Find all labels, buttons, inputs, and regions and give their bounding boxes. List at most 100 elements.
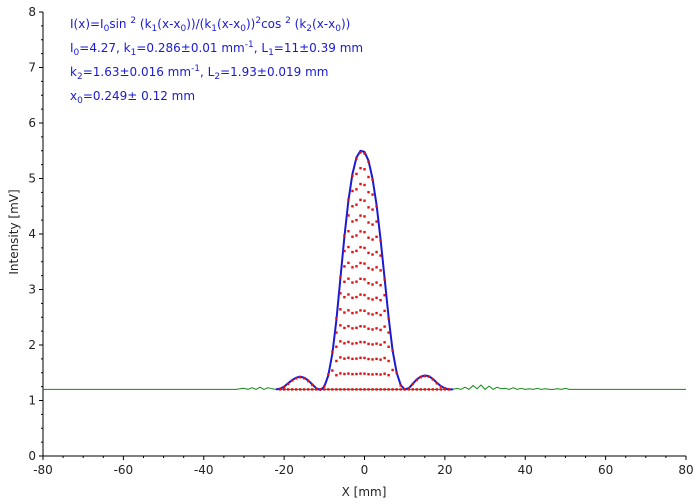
data-point [282, 388, 286, 391]
data-point [286, 382, 290, 386]
data-point [351, 250, 354, 254]
data-point [351, 296, 354, 300]
data-point [347, 356, 350, 359]
fit-curve [275, 149, 453, 391]
data-point [363, 199, 366, 202]
data-point [343, 249, 346, 253]
data-point [323, 388, 326, 391]
data-point [367, 175, 370, 179]
data-point [359, 261, 362, 265]
data-point [299, 388, 302, 391]
data-point [339, 308, 342, 311]
data-point [367, 190, 370, 194]
data-point [435, 388, 439, 391]
data-point [355, 249, 358, 253]
data-point [415, 388, 418, 391]
x-tick-label: -60 [114, 463, 134, 477]
data-point [367, 206, 370, 209]
x-tick-label: -40 [194, 463, 214, 477]
data-point [375, 357, 378, 361]
data-point [363, 341, 366, 344]
data-point [299, 375, 302, 379]
axes: -80 -60 -40 -20 0 20 40 60 80 0 1 2 3 4 5 6 7 8 [28, 5, 693, 477]
data-point [375, 281, 378, 284]
data-point [379, 388, 382, 391]
data-point [371, 388, 374, 391]
data-point [371, 313, 374, 316]
y-tick-label: 3 [28, 283, 36, 297]
data-point [355, 203, 358, 206]
data-point [363, 356, 366, 360]
data-point [387, 359, 390, 363]
y-tick-label: 0 [28, 449, 36, 463]
data-point [367, 342, 370, 346]
data-point [367, 251, 370, 255]
data-point [391, 349, 394, 352]
data-point [375, 311, 378, 315]
y-tick-label: 7 [28, 61, 36, 75]
data-point [367, 357, 370, 361]
data-point [331, 350, 334, 353]
data-point [367, 221, 370, 224]
data-point [363, 325, 366, 328]
data-point [355, 295, 358, 299]
data-point [375, 388, 378, 391]
data-point [343, 326, 346, 330]
data-point [371, 328, 374, 331]
data-point [371, 223, 374, 226]
data-point [351, 372, 354, 376]
data-point [411, 388, 414, 391]
plot-area [43, 149, 686, 391]
data-point [294, 377, 298, 380]
data-point [411, 382, 414, 386]
data-point [419, 375, 422, 379]
data-point [339, 340, 342, 343]
data-point [303, 388, 306, 391]
data-point [359, 246, 362, 249]
data-point [347, 293, 350, 296]
y-tick-label: 5 [28, 172, 36, 186]
data-point [363, 230, 366, 234]
data-point [367, 282, 370, 285]
data-point [391, 388, 394, 391]
data-point [359, 356, 362, 360]
y-tick-label: 4 [28, 227, 36, 241]
data-point [355, 265, 358, 268]
data-point [375, 296, 378, 300]
annotation-line: k2​=1.63±0.016 mm-1​, L2​=1.93±0.019 mm [70, 64, 328, 82]
data-point [379, 343, 382, 346]
data-point [423, 388, 426, 391]
data-point [343, 372, 346, 376]
data-point [363, 152, 366, 155]
data-point [387, 331, 390, 334]
data-point [339, 276, 342, 279]
data-point [371, 373, 374, 376]
data-point [355, 372, 358, 376]
data-point [419, 388, 422, 391]
data-point [379, 373, 382, 376]
data-point [286, 388, 290, 391]
data-point [395, 371, 398, 374]
data-point [367, 266, 370, 270]
data-point [379, 298, 382, 302]
data-point [347, 230, 350, 233]
data-point [339, 292, 342, 295]
data-point [367, 312, 370, 315]
data-point [351, 174, 354, 177]
data-point [355, 280, 358, 283]
data-point [343, 280, 346, 283]
data-point [355, 234, 358, 237]
data-point [359, 388, 362, 391]
data-point [375, 266, 378, 269]
data-point [375, 220, 378, 223]
data-point [363, 372, 366, 375]
data-point [355, 342, 358, 345]
data-point [351, 388, 354, 391]
data-point [379, 284, 382, 287]
data-point [427, 375, 430, 378]
data-point [339, 372, 342, 375]
data-point [351, 357, 354, 361]
data-point [375, 205, 378, 208]
data-point [343, 234, 346, 237]
